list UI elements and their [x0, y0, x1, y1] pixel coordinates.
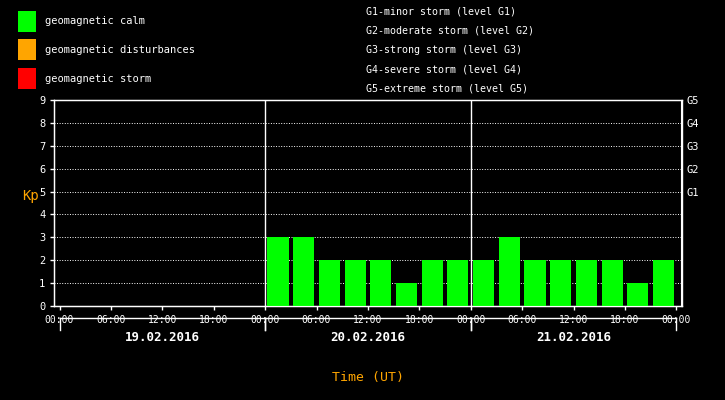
Bar — [344, 260, 365, 306]
Bar — [18, 39, 36, 60]
Text: G1-minor storm (level G1): G1-minor storm (level G1) — [366, 6, 516, 16]
Bar — [550, 260, 571, 306]
Bar — [473, 260, 494, 306]
Bar — [499, 237, 520, 306]
Bar — [576, 260, 597, 306]
Bar — [653, 260, 674, 306]
Text: G3-strong storm (level G3): G3-strong storm (level G3) — [366, 45, 522, 55]
Bar — [18, 10, 36, 32]
Bar — [18, 68, 36, 89]
Text: G5-extreme storm (level G5): G5-extreme storm (level G5) — [366, 83, 528, 93]
Bar — [268, 237, 289, 306]
Bar — [602, 260, 623, 306]
Text: geomagnetic storm: geomagnetic storm — [45, 74, 152, 84]
Text: geomagnetic calm: geomagnetic calm — [45, 16, 145, 26]
Bar — [524, 260, 545, 306]
Bar — [370, 260, 392, 306]
Text: 19.02.2016: 19.02.2016 — [125, 331, 200, 344]
Bar — [627, 283, 648, 306]
Bar — [293, 237, 314, 306]
Text: 21.02.2016: 21.02.2016 — [536, 331, 611, 344]
Text: G4-severe storm (level G4): G4-severe storm (level G4) — [366, 64, 522, 74]
Text: 20.02.2016: 20.02.2016 — [331, 331, 405, 344]
Bar — [447, 260, 468, 306]
Bar — [319, 260, 340, 306]
Bar — [396, 283, 417, 306]
Text: geomagnetic disturbances: geomagnetic disturbances — [45, 45, 195, 55]
Text: Time (UT): Time (UT) — [332, 372, 404, 384]
Bar — [422, 260, 443, 306]
Text: G2-moderate storm (level G2): G2-moderate storm (level G2) — [366, 26, 534, 36]
Y-axis label: Kp: Kp — [22, 189, 39, 203]
